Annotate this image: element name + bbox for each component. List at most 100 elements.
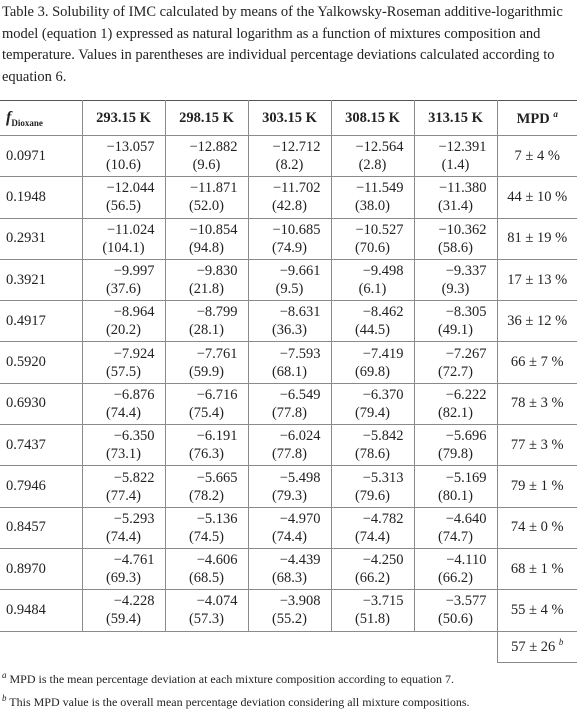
table-row: 0.4917 −8.964 (20.2) −8.799 (28.1) −8.631 (36.… bbox=[0, 300, 577, 343]
overall-row: 57 ± 26 b bbox=[0, 630, 577, 663]
log-solubility: −8.964 bbox=[113, 304, 155, 321]
footnote-text: This MPD value is the overall mean perce… bbox=[9, 695, 470, 709]
footnote: a MPD is the mean percentage deviation a… bbox=[2, 670, 454, 687]
fraction-cell: 0.9484 bbox=[0, 589, 83, 632]
log-solubility: −7.761 bbox=[196, 345, 238, 362]
value-cell: −4.439 (68.3) bbox=[247, 547, 332, 591]
value-cell: −3.577 (50.6) bbox=[413, 589, 498, 632]
value-cell: −11.871 (52.0) bbox=[164, 176, 249, 219]
percent-deviation: (72.7) bbox=[437, 363, 474, 380]
fraction-cell: 0.0971 bbox=[0, 134, 83, 178]
overall-mpd: 57 ± 26 bbox=[511, 638, 556, 655]
value-cell: −4.250 (66.2) bbox=[330, 547, 415, 591]
log-solubility: −6.191 bbox=[196, 428, 238, 445]
percent-deviation: (79.4) bbox=[354, 404, 391, 421]
fraction-cell: 0.8457 bbox=[0, 506, 83, 549]
percent-deviation: (77.4) bbox=[105, 487, 142, 504]
table-row: 0.8970 −4.761 (69.3) −4.606 (68.5) −4.439 (68.… bbox=[0, 547, 577, 591]
log-solubility: −9.997 bbox=[113, 263, 155, 280]
percent-deviation: (80.1) bbox=[437, 487, 474, 504]
percent-deviation: (42.8) bbox=[271, 198, 308, 215]
percent-deviation: (79.3) bbox=[271, 487, 308, 504]
percent-deviation: (38.0) bbox=[354, 198, 391, 215]
header-cell: 313.15 K bbox=[413, 100, 498, 136]
mpd-cell: 77 ± 3 % bbox=[496, 424, 577, 467]
percent-deviation: (51.8) bbox=[354, 611, 391, 628]
value-cell: −11.549 (38.0) bbox=[330, 176, 415, 219]
log-solubility: −12.882 bbox=[189, 139, 238, 156]
log-solubility: −6.549 bbox=[279, 386, 321, 403]
value-cell: −8.631 (36.3) bbox=[247, 300, 332, 343]
fraction-cell: 0.5920 bbox=[0, 341, 83, 384]
percent-deviation: (50.6) bbox=[437, 611, 474, 628]
value-cell: −3.715 (51.8) bbox=[330, 589, 415, 632]
value-cell: −13.057 (10.6) bbox=[81, 134, 166, 178]
percent-deviation: (69.8) bbox=[354, 363, 391, 380]
value-cell: −6.549 (77.8) bbox=[247, 382, 332, 426]
log-solubility: −6.024 bbox=[279, 428, 321, 445]
value-cell: −4.640 (74.7) bbox=[413, 506, 498, 549]
percent-deviation: (70.6) bbox=[354, 239, 391, 256]
fraction-cell: 0.6930 bbox=[0, 382, 83, 426]
log-solubility: −11.702 bbox=[272, 180, 321, 197]
fraction-cell: 0.3921 bbox=[0, 258, 83, 302]
value-cell: −4.606 (68.5) bbox=[164, 547, 249, 591]
percent-deviation: (10.6) bbox=[105, 157, 142, 174]
percent-deviation: (68.1) bbox=[271, 363, 308, 380]
value-cell: −8.305 (49.1) bbox=[413, 300, 498, 343]
table-row: 0.2931 −11.024 (104.1) −10.854 (94.8) −10.685… bbox=[0, 217, 577, 260]
log-solubility: −4.782 bbox=[362, 510, 404, 527]
value-cell: −11.024 (104.1) bbox=[81, 217, 166, 260]
log-solubility: −6.370 bbox=[362, 386, 404, 403]
percent-deviation: (44.5) bbox=[354, 322, 391, 339]
fraction-cell: 0.8970 bbox=[0, 547, 83, 591]
percent-deviation: (79.6) bbox=[354, 487, 391, 504]
table-row: 0.5920 −7.924 (57.5) −7.761 (59.9) −7.593 (68.… bbox=[0, 341, 577, 384]
log-solubility: −4.970 bbox=[279, 510, 321, 527]
header-cell: 308.15 K bbox=[330, 100, 415, 136]
value-cell: −10.362 (58.6) bbox=[413, 217, 498, 260]
log-solubility: −6.876 bbox=[113, 386, 155, 403]
fraction-cell: 0.7437 bbox=[0, 424, 83, 467]
percent-deviation: (9.3) bbox=[441, 281, 470, 298]
log-solubility: −5.293 bbox=[113, 510, 155, 527]
percent-deviation: (1.4) bbox=[441, 157, 470, 174]
log-solubility: −5.842 bbox=[362, 428, 404, 445]
value-cell: −4.110 (66.2) bbox=[413, 547, 498, 591]
table-row: 0.9484 −4.228 (59.4) −4.074 (57.3) −3.908 (55.… bbox=[0, 589, 577, 632]
value-cell: −5.842 (78.6) bbox=[330, 424, 415, 467]
log-solubility: −8.631 bbox=[279, 304, 321, 321]
value-cell: −12.391 (1.4) bbox=[413, 134, 498, 178]
value-cell: −10.527 (70.6) bbox=[330, 217, 415, 260]
percent-deviation: (31.4) bbox=[437, 198, 474, 215]
percent-deviation: (94.8) bbox=[188, 239, 225, 256]
header-cell: 293.15 K bbox=[81, 100, 166, 136]
value-cell: −6.024 (77.8) bbox=[247, 424, 332, 467]
table-row: 0.0971 −13.057 (10.6) −12.882 (9.6) −12.712 (8… bbox=[0, 134, 577, 178]
log-solubility: −5.665 bbox=[196, 469, 238, 486]
mpd-cell: 68 ± 1 % bbox=[496, 547, 577, 591]
percent-deviation: (57.3) bbox=[188, 611, 225, 628]
log-solubility: −12.564 bbox=[355, 139, 404, 156]
log-solubility: −9.337 bbox=[445, 263, 487, 280]
fraction-cell: 0.4917 bbox=[0, 300, 83, 343]
value-cell: −11.702 (42.8) bbox=[247, 176, 332, 219]
fraction-cell: 0.1948 bbox=[0, 176, 83, 219]
value-cell: −3.908 (55.2) bbox=[247, 589, 332, 632]
log-solubility: −5.696 bbox=[445, 428, 487, 445]
log-solubility: −7.924 bbox=[113, 345, 155, 362]
percent-deviation: (59.9) bbox=[188, 363, 225, 380]
table-row: 0.1948 −12.044 (56.5) −11.871 (52.0) −11.702(… bbox=[0, 176, 577, 219]
header-cell: fDioxane bbox=[0, 100, 83, 136]
log-solubility: −4.606 bbox=[196, 552, 238, 569]
log-solubility: −4.074 bbox=[196, 593, 238, 610]
log-solubility: −8.305 bbox=[445, 304, 487, 321]
value-cell: −6.350 (73.1) bbox=[81, 424, 166, 467]
percent-deviation: (28.1) bbox=[188, 322, 225, 339]
log-solubility: −8.799 bbox=[196, 304, 238, 321]
percent-deviation: (66.2) bbox=[437, 570, 474, 587]
value-cell: −7.761 (59.9) bbox=[164, 341, 249, 384]
mpd-cell: 79 ± 1 % bbox=[496, 465, 577, 508]
log-solubility: −4.640 bbox=[445, 510, 487, 527]
